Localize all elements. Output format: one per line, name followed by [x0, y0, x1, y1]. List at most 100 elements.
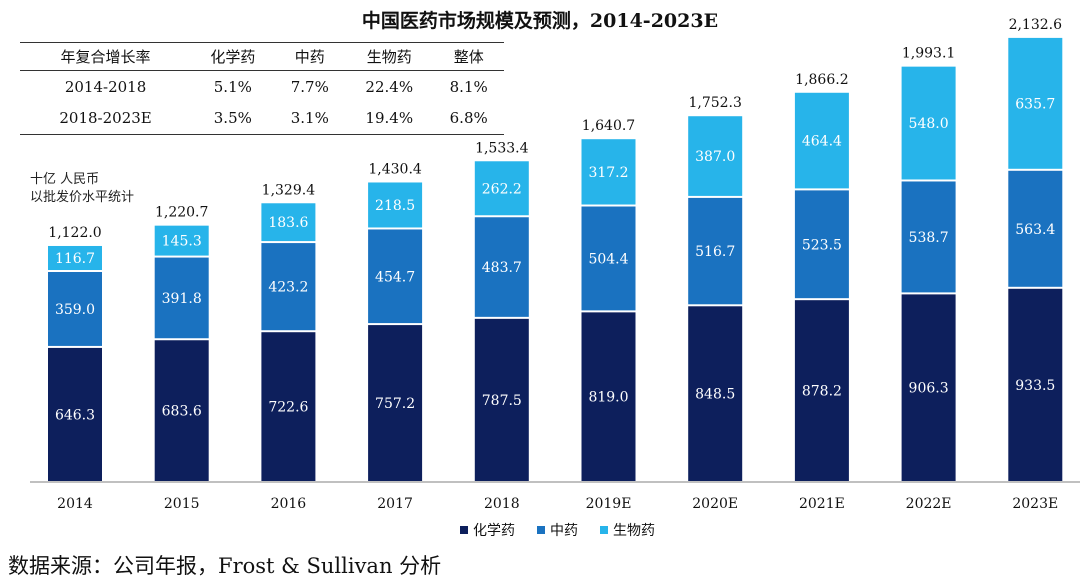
- x-tick-label: 2015: [164, 496, 200, 512]
- bar-segment-2: [368, 229, 423, 324]
- bar-segment-1: [368, 325, 423, 481]
- bar-segment-3: [261, 203, 316, 242]
- bar-segment-3: [688, 116, 743, 196]
- bar-total-label: 1,220.7: [155, 205, 208, 221]
- table-row: 2018-2023E 3.5% 3.1% 19.4% 6.8%: [20, 102, 504, 135]
- bar-total-label: 1,533.4: [475, 140, 529, 156]
- x-tick-label: 2016: [271, 496, 307, 512]
- bar-segment-1: [581, 312, 636, 481]
- bar-segment-1: [794, 300, 849, 481]
- bar-segment-2: [474, 217, 529, 317]
- bar-segment-1: [1008, 288, 1063, 481]
- table-cell: 3.1%: [274, 102, 346, 135]
- bar-value-label: 145.3: [162, 234, 202, 250]
- cagr-header-cell: 生物药: [345, 42, 434, 71]
- bar-segment-2: [581, 206, 636, 311]
- unit-label-line: 十亿 人民币: [30, 172, 100, 187]
- table-cell: 8.1%: [449, 77, 488, 96]
- bar-segment-3: [154, 225, 209, 256]
- bar-value-label: 548.0: [909, 116, 949, 132]
- bar-segment-1: [48, 347, 102, 481]
- chart-title: 中国医药市场规模及预测，2014-2023E: [361, 10, 719, 32]
- bar-total-label: 1,430.4: [368, 161, 422, 177]
- bar-segment-2: [901, 181, 956, 293]
- unit-label: 十亿 人民币 以批发价水平统计: [30, 171, 134, 207]
- table-row: 2014-2018 5.1% 7.7% 22.4% 8.1%: [20, 71, 504, 103]
- bar-value-label: 563.4: [1015, 222, 1055, 238]
- bar-value-label: 848.5: [695, 387, 735, 403]
- bar-segment-2: [1008, 170, 1063, 287]
- x-tick-label: 2014: [57, 496, 93, 512]
- bar-segment-3: [1008, 37, 1063, 169]
- bar-segment-2: [48, 272, 102, 346]
- bar-value-label: 359.0: [55, 302, 95, 318]
- cagr-table: 年复合增长率 化学药 中药 生物药 整体 2014-2018 5.1% 7.7%…: [20, 42, 504, 135]
- bar-segment-2: [794, 190, 849, 299]
- bar-segment-3: [794, 92, 849, 189]
- x-tick-label: 2019E: [586, 496, 632, 512]
- bar-value-label: 454.7: [375, 269, 415, 285]
- cagr-header-cell: 中药: [274, 42, 346, 71]
- bar-value-label: 523.5: [802, 237, 842, 253]
- bar-value-label: 933.5: [1015, 378, 1055, 394]
- table-cell: 6.8%: [433, 102, 504, 135]
- bar-value-label: 683.6: [162, 404, 202, 420]
- table-cell: 7.7%: [290, 77, 329, 96]
- x-tick-label: 2021E: [799, 496, 845, 512]
- bar-value-label: 218.5: [375, 198, 415, 214]
- x-tick-label: 2022E: [906, 496, 952, 512]
- legend-swatch: [460, 526, 468, 534]
- cagr-header-cell: 整体: [433, 42, 504, 71]
- bar-value-label: 387.0: [695, 149, 735, 165]
- bar-segment-2: [261, 243, 316, 331]
- x-tick-label: 2018: [484, 496, 520, 512]
- table-cell: 22.4%: [365, 77, 414, 96]
- cagr-header-cell: 化学药: [191, 42, 275, 71]
- bar-value-label: 516.7: [695, 244, 735, 260]
- table-cell: 5.1%: [213, 77, 252, 96]
- bar-value-label: 757.2: [375, 396, 415, 412]
- bar-value-label: 504.4: [588, 251, 628, 267]
- bar-value-label: 538.7: [909, 230, 949, 246]
- legend-label: 生物药: [613, 523, 655, 539]
- bar-value-label: 423.2: [268, 280, 308, 296]
- x-tick-label: 2020E: [692, 496, 738, 512]
- bar-value-label: 391.8: [162, 291, 202, 307]
- bar-segment-1: [688, 306, 743, 481]
- bar-value-label: 262.2: [482, 181, 522, 197]
- cagr-header-cell: 年复合增长率: [20, 42, 192, 71]
- bar-segment-1: [901, 294, 956, 481]
- bar-segment-3: [48, 245, 102, 271]
- bar-segment-3: [581, 139, 636, 205]
- table-cell: 2014-2018: [64, 77, 147, 96]
- source-note: 数据来源：公司年报，Frost & Sullivan 分析: [8, 554, 442, 578]
- bar-value-label: 635.7: [1015, 96, 1055, 112]
- bar-value-label: 646.3: [55, 407, 95, 423]
- unit-label-line: 以批发价水平统计: [30, 190, 135, 205]
- x-tick-label: 2017: [377, 496, 413, 512]
- legend-swatch: [600, 526, 608, 534]
- bar-total-label: 1,993.1: [902, 46, 955, 62]
- legend-label: 中药: [550, 523, 578, 539]
- bar-segment-3: [474, 161, 529, 216]
- bar-segment-3: [901, 66, 956, 180]
- bar-value-label: 116.7: [55, 251, 95, 267]
- bar-total-label: 2,132.6: [1009, 17, 1063, 33]
- cagr-header-row: 年复合增长率 化学药 中药 生物药 整体: [20, 42, 504, 71]
- bar-value-label: 183.6: [268, 215, 308, 231]
- bar-value-label: 317.2: [588, 165, 628, 181]
- bar-total-label: 1,866.2: [795, 72, 848, 88]
- table-cell: 19.4%: [345, 102, 434, 135]
- bar-segment-2: [154, 257, 209, 339]
- table-cell: 3.5%: [191, 102, 275, 135]
- x-tick-label: 2023E: [1012, 496, 1058, 512]
- bar-segment-2: [688, 197, 743, 305]
- table-cell: 2018-2023E: [20, 102, 192, 135]
- bar-value-label: 878.2: [802, 384, 842, 400]
- bar-value-label: 787.5: [482, 393, 522, 409]
- bar-value-label: 906.3: [909, 381, 949, 397]
- bar-value-label: 819.0: [588, 390, 628, 406]
- bar-value-label: 464.4: [802, 134, 842, 150]
- bar-total-label: 1,122.0: [48, 225, 101, 241]
